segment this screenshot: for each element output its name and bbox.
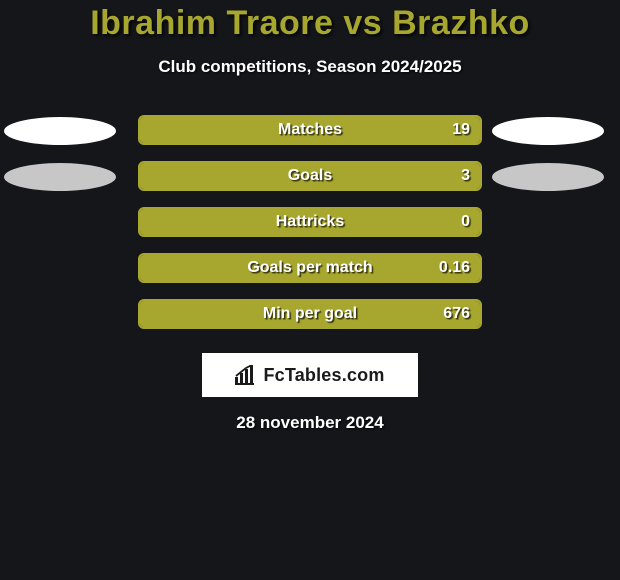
stat-bar: Goals per match0.16 — [138, 253, 482, 283]
brand-text: FcTables.com — [263, 365, 384, 386]
stat-bar-fill — [140, 255, 480, 281]
stat-bar-fill — [140, 209, 480, 235]
right-ellipse — [492, 163, 604, 191]
date-text: 28 november 2024 — [0, 413, 620, 433]
stat-bar: Matches19 — [138, 115, 482, 145]
stat-row: Matches19 — [0, 115, 620, 161]
stat-row: Goals3 — [0, 161, 620, 207]
stat-row: Hattricks0 — [0, 207, 620, 253]
stat-row: Min per goal676 — [0, 299, 620, 345]
stat-bar: Min per goal676 — [138, 299, 482, 329]
subtitle: Club competitions, Season 2024/2025 — [0, 57, 620, 77]
stat-bar-fill — [140, 117, 480, 143]
stat-bar: Hattricks0 — [138, 207, 482, 237]
page-title: Ibrahim Traore vs Brazhko — [0, 4, 620, 43]
stats-rows: Matches19 Goals3 Hattricks0 Goals per match… — [0, 115, 620, 345]
stat-bar-fill — [140, 301, 480, 327]
brand-chart-icon — [235, 365, 257, 385]
stat-row: Goals per match0.16 — [0, 253, 620, 299]
stat-bar: Goals3 — [138, 161, 482, 191]
left-ellipse — [4, 163, 116, 191]
stats-comparison-card: Ibrahim Traore vs Brazhko Club competiti… — [0, 0, 620, 580]
stat-bar-fill — [140, 163, 480, 189]
left-ellipse — [4, 117, 116, 145]
brand-badge[interactable]: FcTables.com — [202, 353, 418, 397]
right-ellipse — [492, 117, 604, 145]
